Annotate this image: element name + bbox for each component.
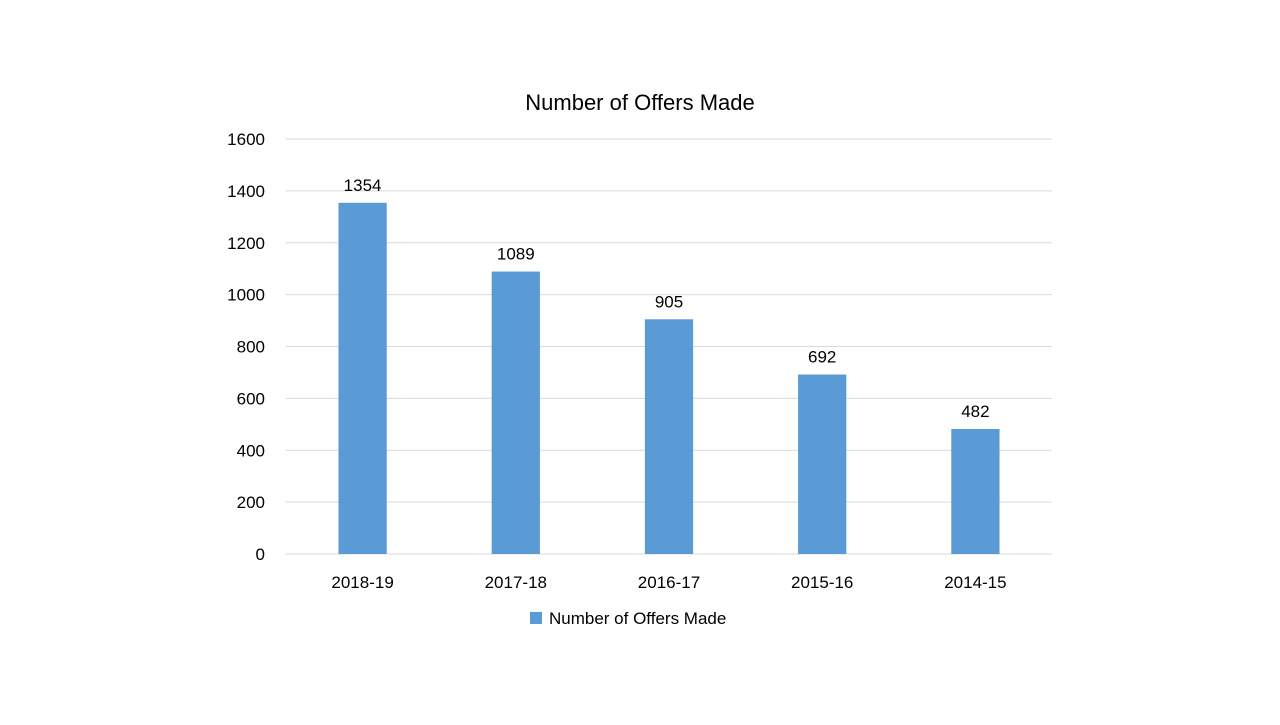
data-label-2014-15: 482 — [961, 402, 989, 421]
y-tick-label-1000: 1000 — [227, 286, 265, 305]
bar-2016-17 — [644, 319, 694, 554]
y-tick-label-1200: 1200 — [227, 234, 265, 253]
data-label-2015-16: 692 — [808, 348, 836, 367]
bars — [338, 202, 1000, 554]
x-tick-label-2018-19: 2018-19 — [331, 573, 393, 592]
x-tick-label-2014-15: 2014-15 — [944, 573, 1006, 592]
y-tick-label-0: 0 — [256, 545, 265, 564]
y-tick-label-800: 800 — [237, 338, 265, 357]
bar-2017-18 — [491, 271, 540, 554]
data-label-2018-19: 1354 — [344, 176, 382, 195]
data-label-2016-17: 905 — [655, 292, 683, 311]
y-tick-label-200: 200 — [237, 493, 265, 512]
x-tick-label-2016-17: 2016-17 — [638, 573, 700, 592]
y-tick-label-600: 600 — [237, 389, 265, 408]
y-axis-ticks: 0 200 400 600 800 1000 1200 1400 1600 — [227, 130, 265, 564]
bar-2018-19 — [338, 202, 387, 554]
y-tick-label-1600: 1600 — [227, 130, 265, 149]
bar-2015-16 — [798, 374, 847, 554]
chart-title: Number of Offers Made — [525, 90, 754, 115]
bar-2014-15 — [951, 428, 1000, 554]
data-labels: 1354 1089 905 692 482 — [344, 176, 990, 421]
legend-label: Number of Offers Made — [549, 609, 726, 628]
y-tick-label-400: 400 — [237, 441, 265, 460]
y-tick-label-1400: 1400 — [227, 182, 265, 201]
x-tick-label-2017-18: 2017-18 — [485, 573, 547, 592]
legend-swatch — [530, 612, 542, 624]
legend: Number of Offers Made — [530, 609, 726, 628]
x-tick-label-2015-16: 2015-16 — [791, 573, 853, 592]
data-label-2017-18: 1089 — [497, 245, 535, 264]
x-axis-ticks: 2018-19 2017-18 2016-17 2015-16 2014-15 — [331, 573, 1006, 592]
